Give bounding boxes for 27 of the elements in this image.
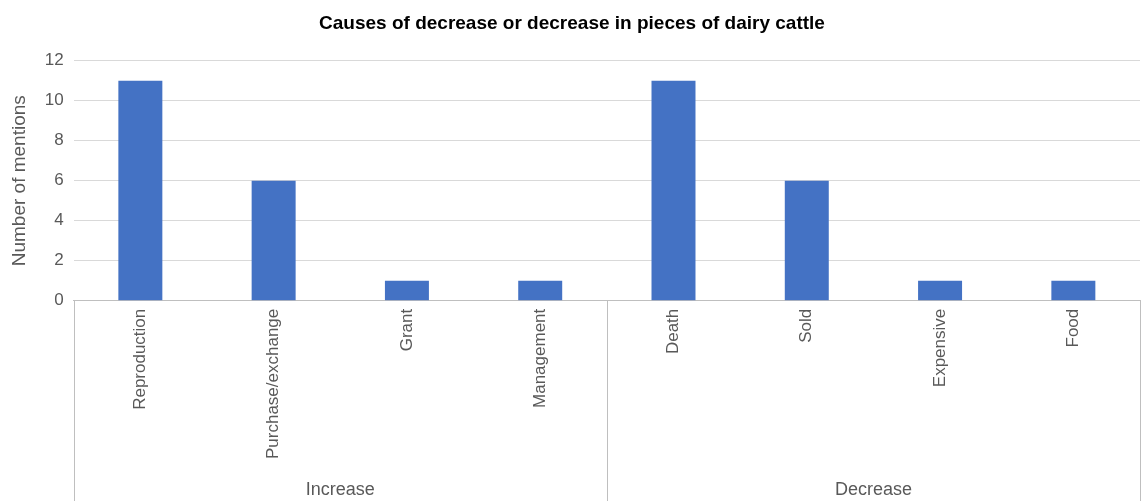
y-tick-label: 12	[44, 50, 64, 70]
bar	[651, 80, 696, 301]
bar	[784, 180, 829, 301]
x-tick-label: Food	[1063, 308, 1083, 348]
text: Decrease	[834, 478, 912, 499]
y-tick-label: 6	[54, 170, 64, 190]
bar	[1051, 280, 1096, 301]
text: Increase	[305, 478, 375, 499]
y-tick-label: 10	[44, 90, 64, 110]
bar	[918, 280, 963, 301]
y-axis-title: Number of mentions	[7, 95, 29, 267]
y-tick-label: 8	[54, 130, 64, 150]
bar	[518, 280, 563, 301]
bar	[118, 80, 163, 301]
bar	[251, 180, 296, 301]
chart-title: Causes of decrease or decrease in pieces of dairy cattle	[319, 11, 825, 33]
x-tick-label: Sold	[796, 308, 816, 343]
x-tick-label: Purchase/exchange	[263, 308, 283, 460]
y-tick-label: 2	[54, 250, 64, 270]
x-tick-label: Grant	[396, 308, 416, 352]
x-tick-label: Death	[663, 308, 683, 355]
x-tick-label: Management	[529, 308, 549, 408]
y-tick-label: 0	[54, 290, 64, 310]
y-tick-label: 4	[54, 210, 64, 230]
x-tick-label: Expensive	[929, 308, 949, 388]
x-tick-label: Reproduction	[130, 308, 150, 410]
bar	[384, 280, 429, 301]
